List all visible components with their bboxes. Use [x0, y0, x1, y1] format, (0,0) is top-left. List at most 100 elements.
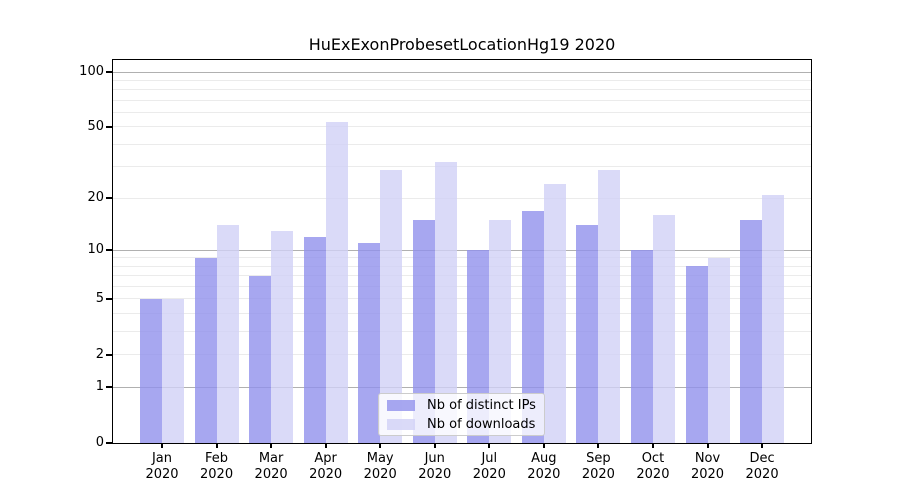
x-tick-year: 2020 [472, 467, 506, 482]
minor-gridline [113, 166, 811, 168]
bar-distinct-ips-jan [140, 298, 162, 443]
minor-gridline [113, 143, 811, 145]
minor-gridline [113, 286, 811, 288]
minor-gridline [113, 197, 811, 199]
bar-distinct-ips-feb [194, 257, 217, 443]
bar-downloads-aug [543, 184, 566, 443]
x-tick-mark [542, 444, 545, 448]
x-tick-mark [488, 444, 491, 448]
x-tick-year: 2020 [527, 467, 561, 482]
x-tick-label: Oct 2020 [621, 451, 685, 483]
x-tick-label: Jan 2020 [130, 451, 194, 483]
bar-distinct-ips-oct [630, 250, 653, 443]
bar-downloads-jun [434, 161, 457, 443]
legend-label-downloads: Nb of downloads [427, 416, 536, 432]
y-tick-label: 20 [87, 190, 104, 206]
y-tick-label: 50 [87, 118, 104, 134]
x-tick-label: Feb 2020 [185, 451, 249, 483]
y-tick-mark [106, 197, 112, 200]
minor-gridline [113, 298, 811, 300]
bar-distinct-ips-jun [412, 220, 435, 443]
y-tick-mark [106, 297, 112, 300]
bar-downloads-may [380, 169, 403, 443]
x-tick-label: Nov 2020 [676, 451, 740, 483]
x-tick-year: 2020 [309, 467, 343, 482]
minor-gridline [113, 331, 811, 333]
x-tick-year: 2020 [636, 467, 670, 482]
bar-distinct-ips-may [358, 243, 381, 443]
x-tick-mark [215, 444, 218, 448]
x-tick-label: Mar 2020 [239, 451, 303, 483]
y-tick-label: 0 [95, 435, 104, 450]
x-tick-mark [379, 444, 382, 448]
x-tick-label: Dec 2020 [730, 451, 794, 483]
x-tick-label: Aug 2020 [512, 451, 576, 483]
chart-title: HuExExonProbesetLocationHg19 2020 [308, 35, 616, 54]
legend: Nb of distinct IPs Nb of downloads [378, 393, 545, 436]
y-tick-mark [106, 71, 112, 73]
y-tick-label: 2 [95, 346, 104, 362]
x-tick-year: 2020 [145, 467, 179, 482]
bar-distinct-ips-nov [685, 266, 708, 443]
minor-gridline [113, 275, 811, 277]
minor-gridline [113, 89, 811, 91]
minor-gridline [113, 112, 811, 114]
x-tick-month: Feb [205, 451, 229, 466]
bar-distinct-ips-apr [303, 236, 326, 443]
x-tick-mark [161, 444, 163, 448]
plot-area [112, 59, 812, 444]
minor-gridline [113, 265, 811, 267]
y-tick-label: 1 [95, 379, 104, 395]
bar-distinct-ips-sep [576, 225, 599, 443]
x-tick-month: Sep [586, 451, 611, 466]
x-tick-year: 2020 [363, 467, 397, 482]
x-tick-month: Nov [694, 451, 721, 466]
x-tick-mark [706, 444, 709, 448]
x-tick-label: Sep 2020 [566, 451, 630, 483]
minor-gridline [113, 126, 811, 128]
bar-downloads-dec [762, 194, 785, 443]
bar-downloads-sep [598, 169, 621, 443]
y-tick-mark [106, 125, 112, 128]
y-tick-label: 10 [87, 242, 104, 258]
minor-gridline [113, 99, 811, 101]
bar-downloads-apr [325, 122, 348, 443]
y-tick-mark [106, 442, 112, 444]
x-tick-label: Jul 2020 [457, 451, 521, 483]
x-tick-year: 2020 [254, 467, 288, 482]
bar-downloads-jan [162, 298, 184, 443]
bar-downloads-mar [271, 230, 294, 443]
legend-label-distinct-ips: Nb of distinct IPs [427, 397, 536, 413]
x-tick-year: 2020 [200, 467, 234, 482]
legend-swatch-downloads [387, 418, 415, 430]
x-tick-year: 2020 [418, 467, 452, 482]
major-gridline [113, 249, 811, 251]
x-tick-month: Apr [314, 451, 337, 466]
bar-downloads-jul [489, 220, 512, 443]
major-gridline [113, 386, 811, 388]
x-tick-year: 2020 [690, 467, 725, 482]
x-tick-mark [270, 444, 273, 448]
minor-gridline [113, 257, 811, 259]
x-tick-mark [597, 444, 600, 448]
x-tick-mark [433, 444, 436, 448]
x-tick-mark [324, 444, 327, 448]
y-tick-label: 5 [95, 290, 104, 306]
y-tick-mark [106, 353, 112, 356]
x-tick-month: Jul [481, 451, 498, 466]
x-tick-month: Mar [258, 451, 284, 466]
major-gridline [113, 71, 811, 73]
y-tick-label: 100 [79, 64, 104, 79]
x-tick-month: May [366, 451, 394, 466]
y-tick-mark [106, 249, 112, 252]
x-tick-month: Oct [641, 451, 665, 466]
bar-distinct-ips-aug [521, 210, 544, 443]
minor-gridline [113, 79, 811, 81]
x-tick-mark [651, 444, 654, 448]
x-tick-year: 2020 [745, 467, 779, 482]
bar-downloads-nov [707, 257, 730, 443]
bar-downloads-feb [216, 225, 239, 443]
x-tick-label: Apr 2020 [294, 451, 358, 483]
x-tick-month: Aug [531, 451, 557, 466]
